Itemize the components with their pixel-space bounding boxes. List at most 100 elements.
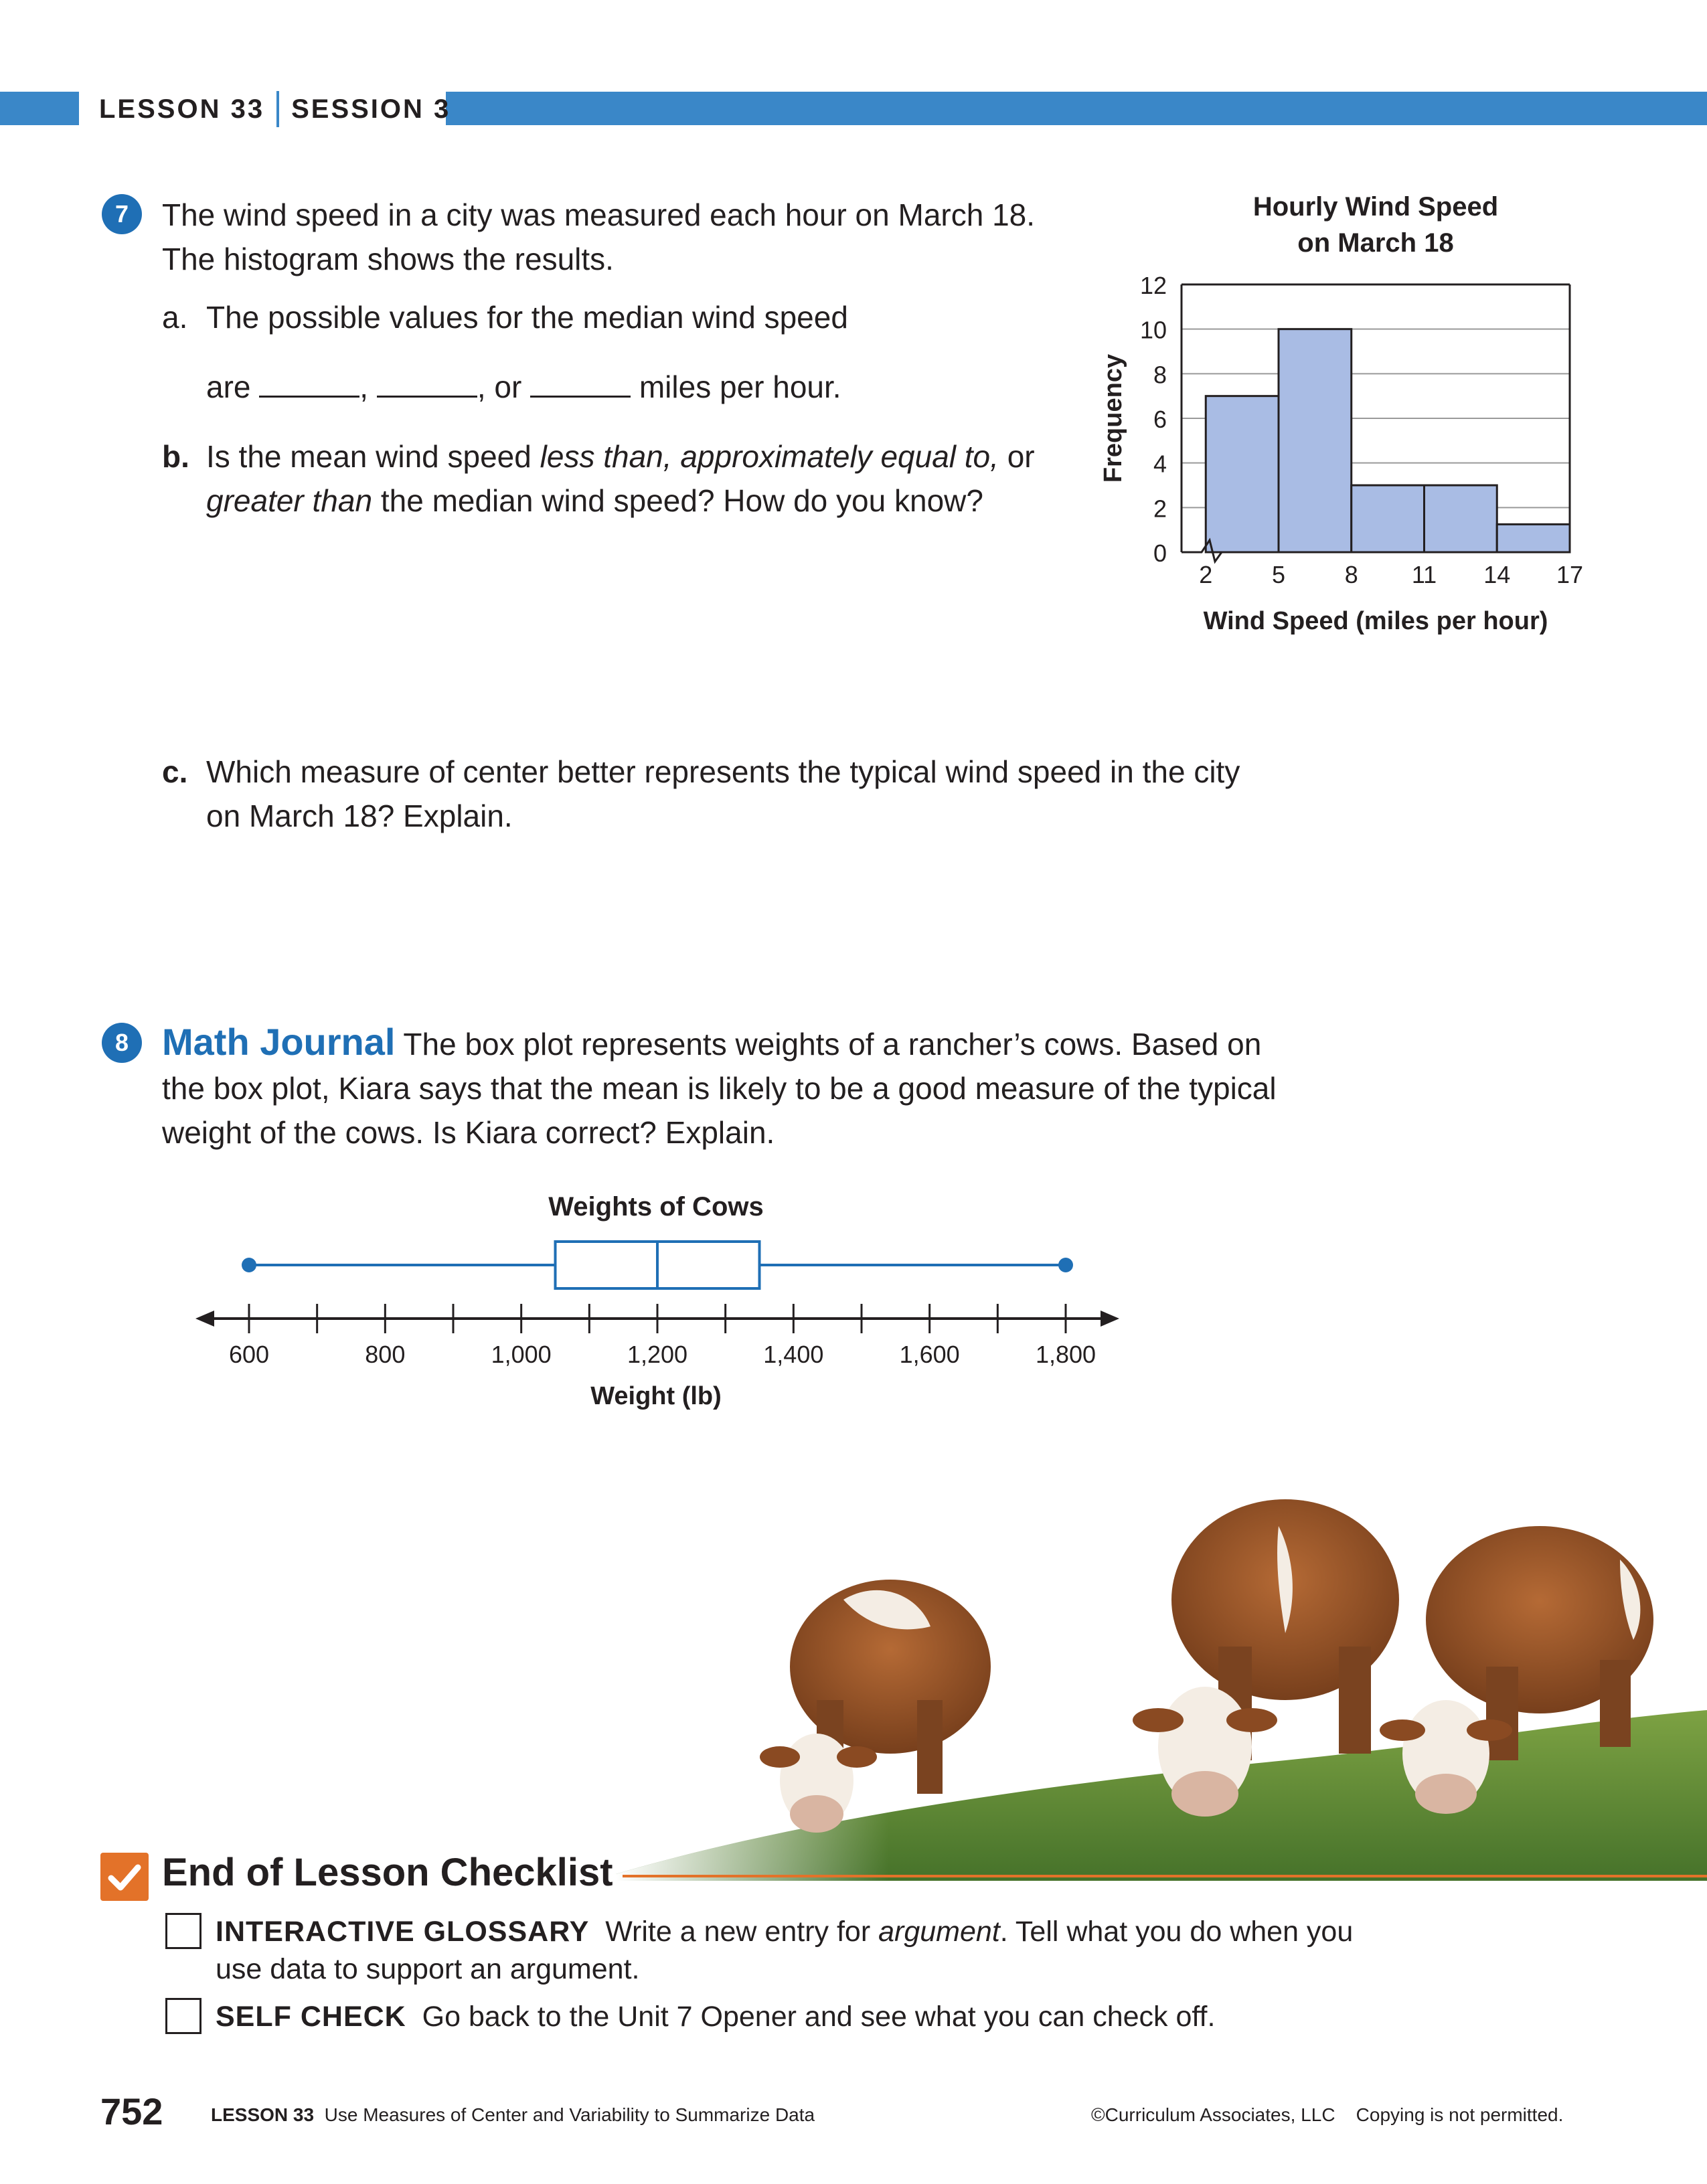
question-8-text: Math Journal The box plot represents wei… [162,1020,1367,1155]
self-check-tag: SELF CHECK [216,2001,406,2033]
histogram-bar [1495,523,1571,554]
question-7b-line1: Is the mean wind speed less than, approx… [206,434,1076,479]
checkmark-icon [108,1864,141,1891]
footer-lesson-label: LESSON 33 [211,2104,315,2125]
histogram-x-tick-label: 11 [1412,561,1437,588]
median-answer-blank-2[interactable] [376,369,477,398]
box-plot-tick-label: 1,000 [491,1341,552,1368]
question-7b-line2-post: the median wind speed? How do you know? [372,483,983,518]
lesson-header: LESSON 33 SESSION 3 [99,90,451,128]
box-plot-title: Weights of Cows [548,1192,763,1222]
math-journal-title: Math Journal [162,1021,396,1063]
checklist-item-self-check: SELF CHECK Go back to the Unit 7 Opener … [216,1998,1420,2035]
question-7b-line2-em: greater than [206,483,373,518]
header-divider [276,91,280,127]
question-8-line1: Math Journal The box plot represents wei… [162,1020,1367,1066]
question-7-intro-line1: The wind speed in a city was measured ea… [162,197,1036,232]
self-check-checkbox[interactable] [165,1998,201,2034]
histogram-y-tick-label: 6 [1153,406,1167,433]
session-label: SESSION 3 [291,94,451,124]
glossary-text-em: argument [878,1916,1000,1948]
glossary-line1: INTERACTIVE GLOSSARY Write a new entry f… [216,1913,1420,1950]
maximum-point [1058,1258,1073,1272]
question-7a-are: are [206,369,251,404]
checklist-title: End of Lesson Checklist [162,1851,613,1894]
histogram-y-tick-label: 8 [1153,361,1167,388]
box-plot-number-line [195,1304,1119,1333]
histogram-x-tick-label: 2 [1199,561,1212,588]
cow-2 [1133,1499,1399,1817]
histogram-x-tick-labels: 2 5 8 11 14 17 [1199,561,1583,588]
question-7b-line2: greater than the median wind speed? How … [206,479,1076,523]
question-7a-sep2: , or [477,369,522,404]
box-plot-tick-label: 1,200 [627,1341,687,1368]
question-7a-sep1: , [359,369,369,404]
median-answer-blank-1[interactable] [259,369,360,398]
checklist-item-glossary: INTERACTIVE GLOSSARY Write a new entry f… [216,1913,1420,1988]
question-8-line2: the box plot, Kiara says that the mean i… [162,1071,1277,1106]
histogram-x-tick-label: 5 [1272,561,1285,588]
footer-lesson: LESSON 33 Use Measures of Center and Var… [211,2104,815,2126]
box-plot-tick-label: 1,800 [1036,1341,1096,1368]
glossary-checkbox[interactable] [165,1913,201,1949]
cow-3 [1380,1526,1653,1814]
histogram-frame [1180,283,1571,564]
question-8-number: 8 [102,1023,142,1063]
copyright-text: ©Curriculum Associates, LLC [1091,2104,1335,2125]
left-arrow-icon [195,1311,214,1327]
self-check-text: Go back to the Unit 7 Opener and see wha… [422,2001,1216,2033]
wind-speed-histogram: Hourly Wind Speed on March 18 024681012 … [1099,192,1583,635]
box-plot-x-axis-label: Weight (lb) [590,1382,722,1410]
question-7c-line1: Which measure of center better represent… [206,754,1240,789]
question-7-number: 7 [102,194,142,234]
question-7b-line1-post: or [998,439,1035,474]
copying-notice: Copying is not permitted. [1356,2104,1564,2125]
histogram-y-tick-label: 12 [1140,272,1167,299]
histogram-bars [1204,328,1571,554]
histogram-x-tick-label: 14 [1483,561,1510,588]
question-7c-line2: on March 18? Explain. [206,799,513,833]
question-7a-end: miles per hour. [639,369,841,404]
question-7-intro-line2: The histogram shows the results. [162,242,614,276]
page-number: 752 [100,2090,163,2132]
histogram-x-tick-label: 8 [1345,561,1358,588]
box-plot-whiskers-and-box [242,1240,1073,1290]
question-7b-line1-em: less than, approximately equal to, [540,439,999,474]
question-7a-line1: The possible values for the median wind … [206,300,848,335]
header-band-right [446,92,1707,125]
right-arrow-icon [1101,1311,1119,1327]
cow-weights-box-plot: Weights of Cows 600 800 1,000 1,200 1,400 1,6… [195,1192,1119,1410]
histogram-bar [1423,484,1498,554]
histogram-x-axis-with-break [1182,537,1570,564]
checklist-checkmark-icon [100,1853,149,1901]
histogram-x-axis-label: Wind Speed (miles per hour) [1204,607,1548,635]
glossary-line2: use data to support an argument. [216,1953,640,1985]
glossary-text-pre: Write a new entry for [605,1916,879,1948]
box-plot-tick-labels: 600 800 1,000 1,200 1,400 1,600 1,800 [229,1341,1096,1368]
histogram-title-line1: Hourly Wind Speed [1253,192,1498,222]
footer-copyright: ©Curriculum Associates, LLC Copying is n… [1091,2104,1563,2126]
median-answer-blank-3[interactable] [530,369,631,398]
minimum-point [242,1258,256,1272]
question-8-line3: weight of the cows. Is Kiara correct? Ex… [162,1115,775,1150]
cow-1 [760,1580,991,1833]
checklist-rule [623,1875,1707,1877]
histogram-y-tick-label: 2 [1153,495,1167,522]
question-7b-label: b. [162,439,189,474]
question-8-line1-text: The box plot represents weights of a ran… [403,1027,1262,1062]
box-plot-tick-label: 800 [365,1341,405,1368]
histogram-y-tick-label: 4 [1153,450,1167,478]
question-7a-answer-line: are , , or miles per hour. [206,365,1076,409]
question-7b-text: Is the mean wind speed less than, approx… [206,434,1076,523]
header-band-left [0,92,79,125]
histogram-y-tick-label: 10 [1140,317,1167,344]
footer-lesson-title: Use Measures of Center and Variability t… [324,2104,815,2125]
question-7-intro: The wind speed in a city was measured ea… [162,193,1099,281]
glossary-tag: INTERACTIVE GLOSSARY [216,1916,590,1948]
histogram-y-axis-label: Frequency [1099,354,1127,483]
grazing-cows-illustration [616,1499,1707,1881]
histogram-bar [1350,484,1425,554]
lesson-label: LESSON 33 [99,94,265,124]
box-plot-tick-label: 1,600 [900,1341,960,1368]
histogram-bar [1204,395,1280,554]
